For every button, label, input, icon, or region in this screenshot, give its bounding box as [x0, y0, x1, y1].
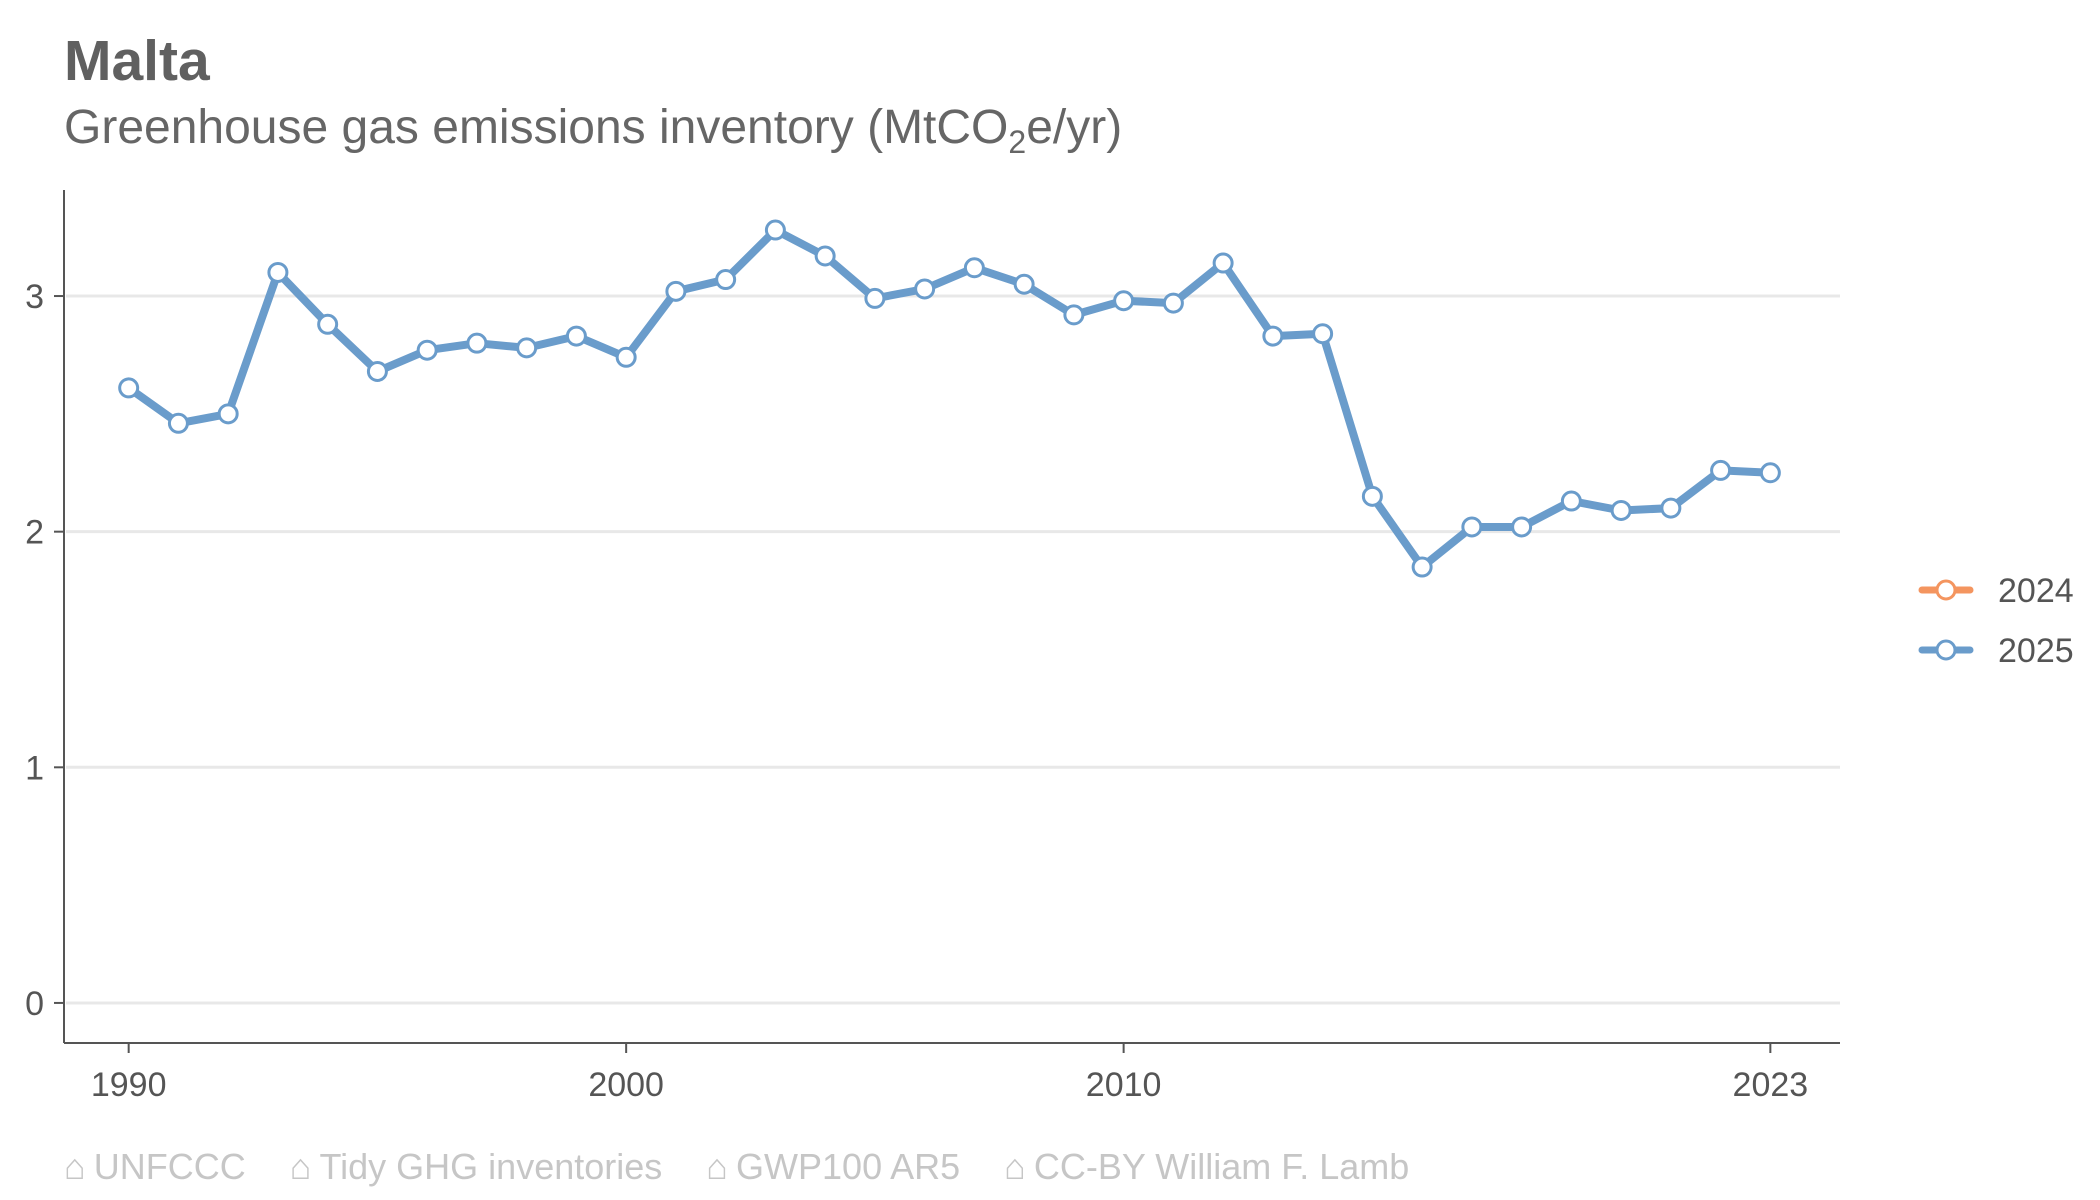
legend-marker-2024 — [1935, 579, 1957, 601]
data-point-2025 — [317, 313, 339, 335]
x-tick-label: 2023 — [1733, 1066, 1809, 1104]
data-point-2025 — [1660, 497, 1682, 519]
legend-label-2024: 2024 — [1998, 572, 2074, 610]
data-point-2025 — [1461, 516, 1483, 538]
subtitle-text: Greenhouse gas emissions inventory (MtCO — [64, 101, 1009, 154]
data-point-2025 — [814, 245, 836, 267]
data-point-2025 — [1212, 252, 1234, 274]
data-point-2025 — [1710, 459, 1732, 481]
data-point-2025 — [1361, 485, 1383, 507]
home-icon: ⌂ — [1004, 1146, 1026, 1187]
data-point-2025 — [167, 412, 189, 434]
data-point-2025 — [217, 403, 239, 425]
chart-title: Malta — [64, 29, 210, 93]
y-tick-label: 1 — [25, 749, 44, 787]
data-point-2025 — [1511, 516, 1533, 538]
data-point-2025 — [1013, 273, 1035, 295]
chart-subtitle: Greenhouse gas emissions inventory (MtCO… — [64, 100, 1123, 158]
axes: 0 1 2 3 1990 2000 2010 2023 — [25, 190, 1840, 1104]
source-label: Tidy GHG inventories — [319, 1146, 663, 1187]
data-point-2025 — [1759, 462, 1781, 484]
y-tick-label: 0 — [25, 985, 44, 1023]
source-gwp: ⌂ GWP100 AR5 — [706, 1146, 960, 1187]
home-icon: ⌂ — [289, 1146, 312, 1187]
data-point-2025 — [963, 257, 985, 279]
legend-label-2025: 2025 — [1998, 632, 2074, 670]
data-point-2025 — [1262, 325, 1284, 347]
data-point-2025 — [615, 346, 637, 368]
data-point-2025 — [1063, 304, 1085, 326]
y-tick-label: 3 — [25, 278, 44, 316]
source-label: CC-BY William F. Lamb — [1033, 1146, 1410, 1187]
source-license: ⌂ CC-BY William F. Lamb — [1004, 1146, 1409, 1187]
x-tick-label: 2010 — [1086, 1066, 1162, 1104]
source-label: GWP100 AR5 — [736, 1146, 961, 1187]
source-label: UNFCCC — [93, 1146, 246, 1187]
data-point-2025 — [366, 360, 388, 382]
data-point-2025 — [1411, 556, 1433, 578]
data-point-2025 — [864, 287, 886, 309]
data-point-2025 — [118, 377, 140, 399]
gridlines — [66, 294, 1840, 1005]
data-point-2025 — [1162, 292, 1184, 314]
source-tidy-ghg: ⌂ Tidy GHG inventories — [290, 1146, 663, 1187]
series-line-2025 — [124, 226, 1775, 571]
legend-marker-2025 — [1935, 639, 1957, 661]
data-point-2025 — [1113, 290, 1135, 312]
data-point-2025 — [565, 325, 587, 347]
data-point-2025 — [1312, 323, 1334, 345]
data-point-2025 — [764, 219, 786, 241]
data-point-2025 — [914, 278, 936, 300]
home-icon: ⌂ — [64, 1146, 86, 1187]
legend: 2024 2025 — [1918, 572, 2074, 670]
data-point-2025 — [267, 261, 289, 283]
source-unfccc: ⌂ UNFCCC — [64, 1146, 246, 1187]
data-point-2025 — [516, 337, 538, 359]
subtitle-subscript: 2 — [1008, 124, 1027, 160]
data-point-2025 — [665, 280, 687, 302]
x-tick-label: 1990 — [91, 1066, 167, 1104]
data-point-2025 — [416, 339, 438, 361]
series-layer — [118, 219, 1781, 578]
home-icon: ⌂ — [706, 1146, 729, 1187]
x-tick-label: 2000 — [588, 1066, 664, 1104]
data-point-2025 — [1560, 490, 1582, 512]
data-point-2025 — [1610, 499, 1632, 521]
footer-sources: ⌂ UNFCCC ⌂ Tidy GHG inventories ⌂ GWP100 AR… — [64, 1146, 1443, 1188]
y-tick-label: 2 — [25, 514, 44, 552]
data-point-2025 — [715, 269, 737, 291]
data-point-2025 — [466, 332, 488, 354]
subtitle-unit-suffix: e/yr) — [1026, 101, 1123, 154]
